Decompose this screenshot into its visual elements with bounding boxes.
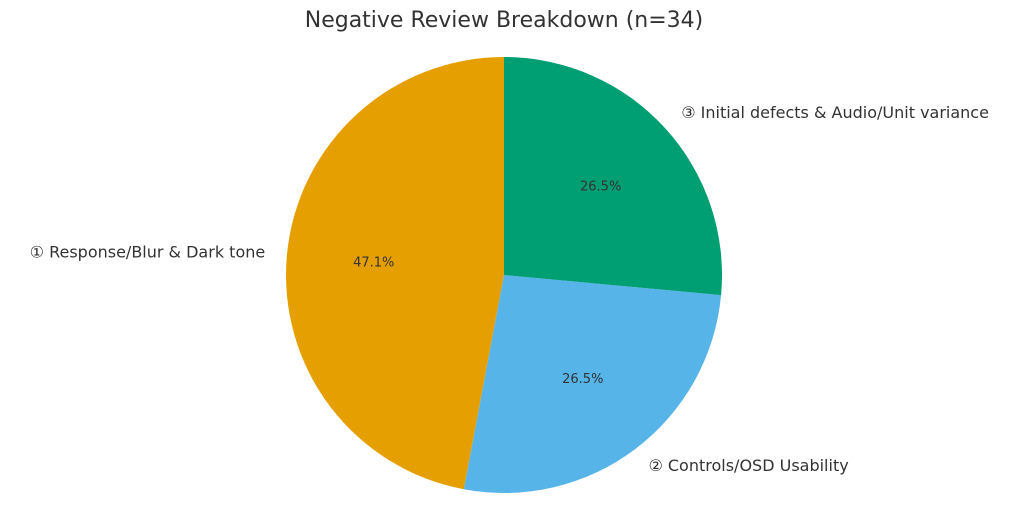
value-label: 47.1% (353, 255, 394, 270)
chart-title: Negative Review Breakdown (n=34) (305, 8, 704, 33)
value-label: 26.5% (580, 179, 621, 194)
pie-slice (504, 57, 722, 296)
slice-label: ③ Initial defects & Audio/Unit variance (681, 103, 989, 122)
pie-slice (286, 57, 504, 490)
pie-slice (463, 275, 722, 493)
slice-label: ① Response/Blur & Dark tone (30, 242, 266, 261)
slice-label: ② Controls/OSD Usability (648, 456, 848, 475)
value-label: 26.5% (562, 372, 603, 387)
